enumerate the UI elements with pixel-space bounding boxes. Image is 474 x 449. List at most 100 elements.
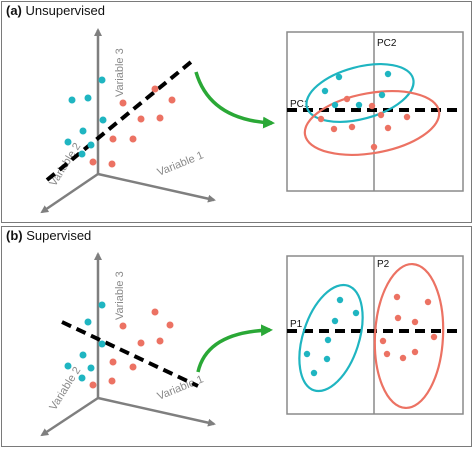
dashed-line-left — [61, 320, 199, 388]
point-class-b — [393, 293, 401, 301]
axis-variable-1 — [97, 396, 216, 427]
point-class-b — [119, 99, 127, 107]
axes-3d — [40, 28, 216, 214]
point-class-a — [64, 362, 72, 370]
point-class-b — [411, 318, 419, 326]
points-class-b-left — [89, 308, 174, 389]
point-class-b — [430, 333, 438, 341]
point-class-b — [137, 339, 145, 347]
label-p1: P1 — [290, 319, 303, 330]
point-class-a — [99, 116, 107, 124]
point-class-a — [98, 301, 106, 309]
label-p2: P2 — [377, 259, 390, 270]
axis-variable-1 — [97, 172, 216, 203]
points-class-b-right — [317, 95, 411, 151]
point-class-b — [151, 308, 159, 316]
point-class-b — [348, 123, 356, 131]
axis-label-variable-3: Variable 3 — [114, 271, 126, 320]
point-class-b — [368, 102, 376, 110]
label-pc2: PC2 — [377, 38, 397, 49]
points-class-b-right — [379, 293, 438, 362]
panel-title-text: Unsupervised — [25, 3, 106, 18]
point-class-a — [87, 141, 95, 149]
ellipse-class-a — [298, 283, 364, 393]
point-class-b — [168, 96, 176, 104]
point-class-b — [343, 95, 351, 103]
point-class-b — [109, 358, 117, 366]
axis-variable-2 — [40, 172, 99, 214]
point-class-a — [336, 296, 344, 304]
point-class-a — [84, 94, 92, 102]
point-class-a — [335, 73, 343, 81]
panel-title: (a) Unsupervised — [6, 3, 105, 18]
point-class-b — [384, 124, 392, 132]
point-class-b — [370, 143, 378, 151]
transform-arrow — [194, 71, 275, 129]
axis-label-variable-3: Variable 3 — [114, 48, 126, 97]
ellipse-class-b — [303, 90, 441, 156]
point-class-a — [355, 101, 363, 109]
point-class-a — [79, 351, 87, 359]
point-class-b — [403, 113, 411, 121]
point-class-b — [151, 85, 159, 93]
point-class-a — [324, 336, 332, 344]
diagram-supervised: Variable 3 Variable 1 Variable 2 — [40, 252, 464, 437]
points-class-a-left — [64, 301, 106, 382]
point-class-a — [331, 101, 339, 109]
label-pc1: PC1 — [290, 99, 310, 110]
point-class-b — [108, 377, 116, 385]
point-class-a — [78, 150, 86, 158]
point-class-b — [383, 350, 391, 358]
point-class-a — [87, 364, 95, 372]
point-class-a — [352, 309, 360, 317]
point-class-b — [156, 114, 164, 122]
point-class-a — [98, 340, 106, 348]
point-class-a — [84, 318, 92, 326]
point-class-b — [109, 135, 117, 143]
point-class-a — [303, 350, 311, 358]
axis-variable-2 — [40, 396, 99, 437]
panel-supervised: (b) Supervised Variable 3 Variable 1 Var… — [1, 226, 472, 447]
axes-3d — [40, 252, 216, 437]
panel-title: (b) Supervised — [6, 228, 91, 243]
point-class-a — [321, 87, 329, 95]
point-class-b — [108, 160, 116, 168]
panel-letter: (b) — [6, 228, 23, 243]
axis-label-variable-1: Variable 1 — [156, 149, 206, 178]
point-class-b — [377, 111, 385, 119]
point-class-a — [378, 91, 386, 99]
point-class-b — [394, 314, 402, 322]
point-class-a — [78, 374, 86, 382]
point-class-a — [68, 96, 76, 104]
point-class-b — [317, 115, 325, 123]
point-class-b — [424, 298, 432, 306]
panel-title-text: Supervised — [26, 228, 92, 243]
point-class-b — [129, 135, 137, 143]
points-class-a-right — [303, 296, 360, 377]
axis-label-variable-2: Variable 2 — [47, 365, 83, 413]
diagram-unsupervised: Variable 3 Variable 1 Variable 2 — [40, 28, 464, 214]
point-class-b — [166, 321, 174, 329]
points-class-a-right — [321, 70, 392, 109]
point-class-a — [79, 127, 87, 135]
point-class-a — [323, 355, 331, 363]
point-class-b — [330, 125, 338, 133]
point-class-a — [98, 76, 106, 84]
point-class-b — [156, 337, 164, 345]
point-class-a — [310, 369, 318, 377]
point-class-b — [137, 115, 145, 123]
point-class-a — [331, 317, 339, 325]
point-class-a — [64, 138, 72, 146]
panel-unsupervised: (a) Unsupervised Variable 3 Variable 1 V… — [1, 1, 472, 223]
point-class-b — [399, 354, 407, 362]
point-class-b — [379, 337, 387, 345]
panel-letter: (a) — [6, 3, 22, 18]
point-class-b — [129, 363, 137, 371]
point-class-b — [411, 348, 419, 356]
transform-arrow — [196, 324, 273, 373]
ellipse-class-a — [305, 63, 415, 123]
point-class-b — [89, 381, 97, 389]
points-class-a-left — [64, 76, 107, 158]
points-class-b-left — [89, 85, 176, 168]
point-class-b — [119, 322, 127, 330]
